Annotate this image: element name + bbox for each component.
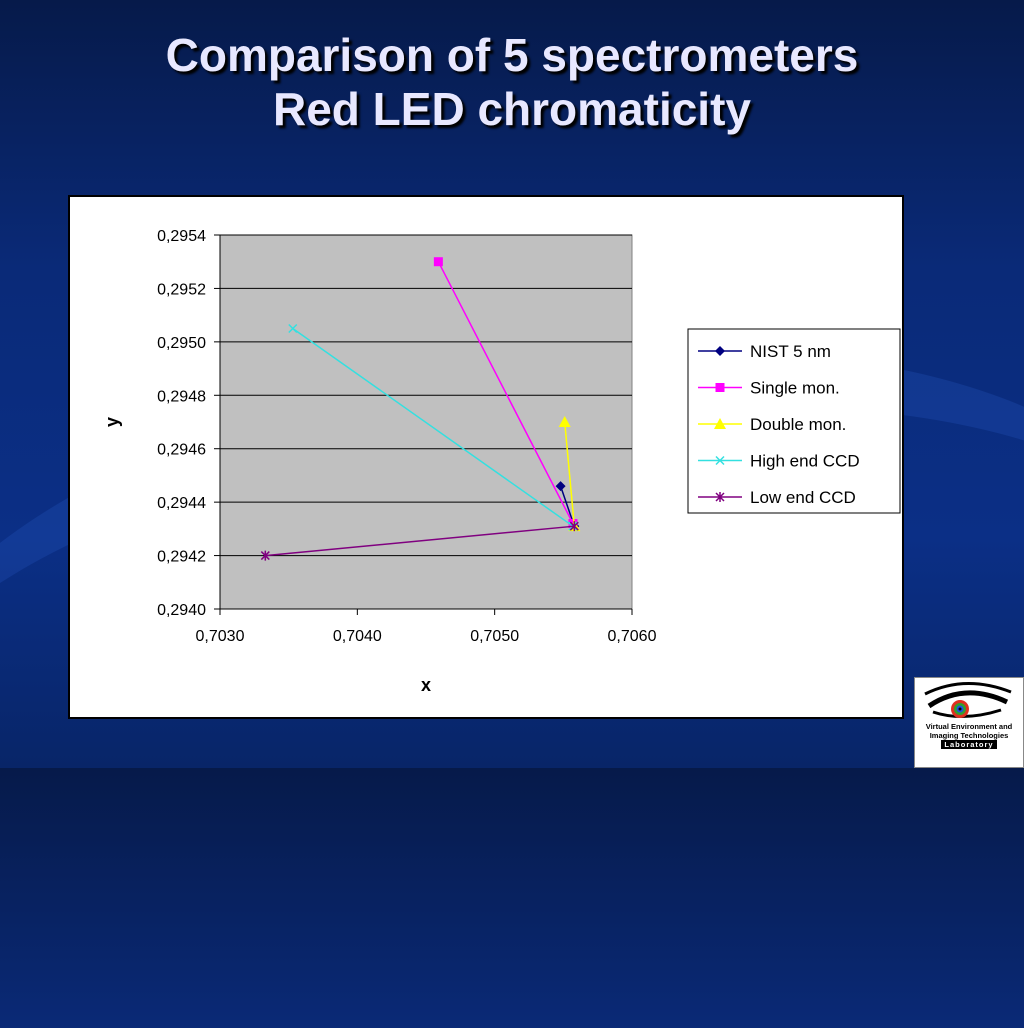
legend-label: Double mon. [750,415,846,434]
legend-marker [715,455,725,466]
series-line [563,421,576,527]
x-tick-label: 0,7050 [470,628,519,645]
lab-logo: Virtual Environment and Imaging Technolo… [914,677,1024,768]
logo-line-1: Virtual Environment and [925,722,1013,731]
legend-label: Single mon. [750,379,840,398]
legend-marker [715,492,725,502]
y-tick-label: 0,2942 [157,549,206,566]
series-line [437,261,574,524]
y-tick-label: 0,2944 [157,495,206,512]
data-point [288,323,298,334]
chart-frame: 0,2940 0,2942 0,2944 0,2946 0,2948 0,2950 0,29… [68,195,904,719]
y-tick-label: 0,2954 [157,228,206,245]
data-point [558,416,571,427]
legend-box [687,328,901,514]
data-point [260,550,270,561]
y-tick-label: 0,2950 [157,335,206,352]
y-tick-label: 0,2940 [157,602,206,619]
title-line-2: Red LED chromaticity [273,83,751,135]
legend-label: High end CCD [750,452,860,471]
title-line-1: Comparison of 5 spectrometers [165,29,859,81]
series-line [292,327,574,527]
x-tick-label: 0,7060 [608,628,657,645]
legend-marker [715,383,725,392]
series-line [265,525,575,557]
logo-line-3: Laboratory [941,740,997,749]
data-point [555,481,566,492]
legend-label: Low end CCD [750,488,856,507]
data-point [569,521,579,532]
series-5 [260,521,579,561]
y-tick-label: 0,2946 [157,442,206,459]
x-tick-label: 0,7040 [333,628,382,645]
eye-logo-icon [924,682,1012,719]
legend-marker [715,346,725,356]
chromaticity-chart: 0,2940 0,2942 0,2944 0,2946 0,2948 0,2950 0,29… [102,228,901,695]
y-tick-label: 0,2948 [157,388,206,405]
legend-label: NIST 5 nm [750,342,831,361]
logo-line-2: Imaging Technologies [929,731,1009,740]
slide-title: Comparison of 5 spectrometers Red LED ch… [0,28,1024,136]
y-axis-title: y [102,417,122,427]
legend-marker [714,418,726,429]
x-tick-label: 0,7030 [196,628,245,645]
x-axis-title: x [421,675,431,695]
y-tick-label: 0,2952 [157,281,206,298]
data-point [433,257,443,267]
